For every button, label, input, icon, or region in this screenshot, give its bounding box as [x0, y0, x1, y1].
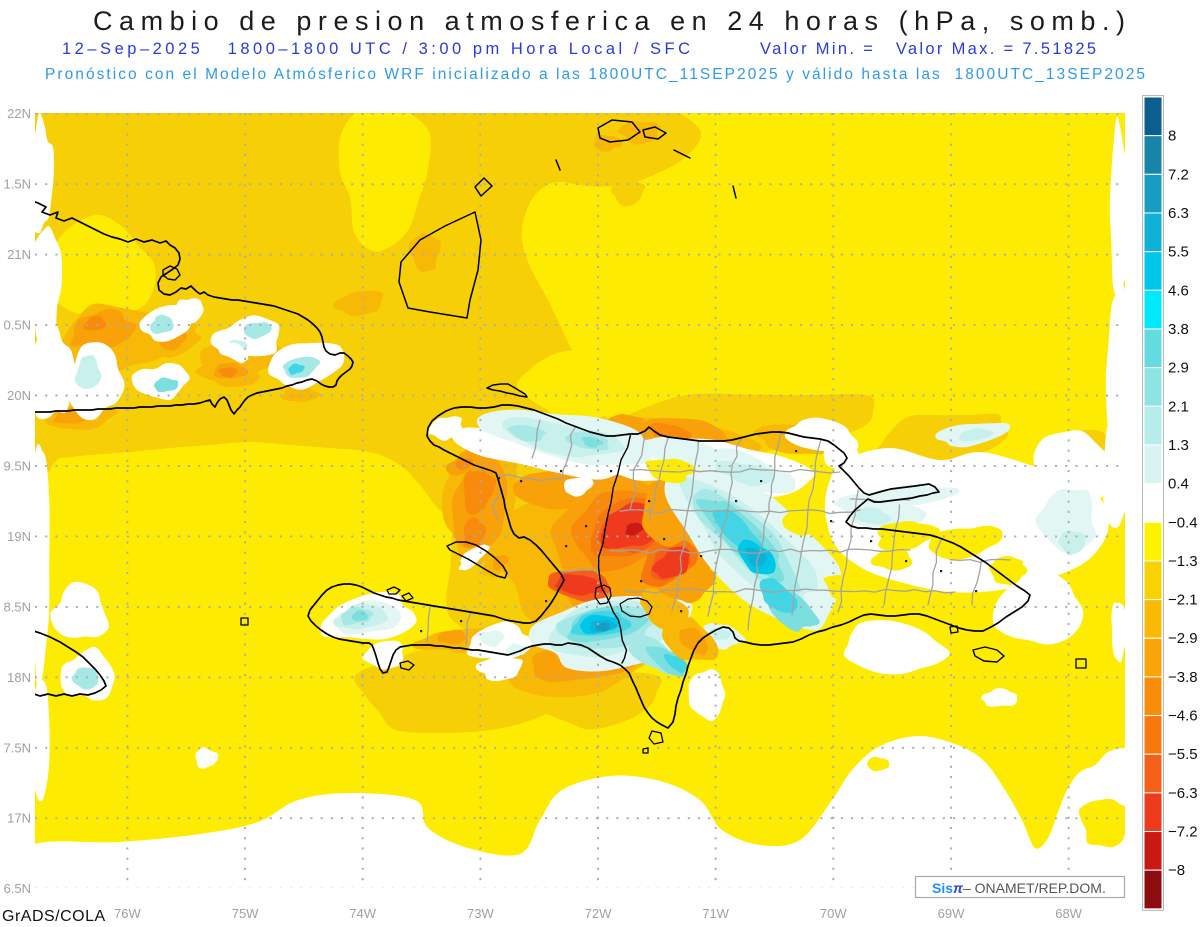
svg-text:70W: 70W [820, 906, 847, 921]
svg-text:Valor Min. = Valor Max. = 7.: Valor Min. = Valor Max. = 7.51825 [760, 40, 1096, 58]
svg-text:3.8: 3.8 [1168, 321, 1189, 338]
svg-text:2.1: 2.1 [1168, 398, 1189, 415]
svg-text:76W: 76W [114, 906, 141, 921]
svg-text:4.6: 4.6 [1168, 282, 1189, 299]
svg-text:18N: 18N [7, 670, 31, 685]
svg-text:69W: 69W [938, 906, 965, 921]
svg-text:−5.5: −5.5 [1168, 746, 1198, 763]
svg-text:68W: 68W [1055, 906, 1082, 921]
svg-text:19N: 19N [7, 529, 31, 544]
svg-text:−3.8: −3.8 [1168, 669, 1198, 686]
svg-text:8: 8 [1168, 128, 1176, 145]
svg-text:−2.9: −2.9 [1168, 630, 1198, 647]
svg-text:GrADS/COLA: GrADS/COLA [2, 908, 106, 925]
svg-text:21N: 21N [7, 247, 31, 262]
svg-text:17N: 17N [7, 811, 31, 826]
svg-text:7.2: 7.2 [1168, 166, 1189, 183]
svg-text:0.4: 0.4 [1168, 476, 1189, 493]
svg-text:Pronóstico con el Modelo Atmós: Pronóstico con el Modelo Atmósferico WRF… [45, 66, 1145, 83]
svg-text:Sisπ– ONAMET/REP.DOM.: Sisπ– ONAMET/REP.DOM. [932, 880, 1106, 896]
svg-text:2.9: 2.9 [1168, 360, 1189, 377]
svg-text:−4.6: −4.6 [1168, 708, 1198, 725]
svg-text:75W: 75W [232, 906, 259, 921]
svg-text:71W: 71W [702, 906, 729, 921]
svg-text:74W: 74W [349, 906, 376, 921]
svg-text:−1.3: −1.3 [1168, 553, 1198, 570]
svg-text:9.5N: 9.5N [4, 458, 31, 473]
svg-text:−6.3: −6.3 [1168, 785, 1198, 802]
svg-text:5.5: 5.5 [1168, 244, 1189, 261]
svg-text:1.5N: 1.5N [4, 177, 31, 192]
svg-text:20N: 20N [7, 388, 31, 403]
svg-text:−2.1: −2.1 [1168, 592, 1198, 609]
svg-text:1.3: 1.3 [1168, 437, 1189, 454]
svg-text:8.5N: 8.5N [4, 599, 31, 614]
svg-text:−7.2: −7.2 [1168, 824, 1198, 841]
svg-text:6.5N: 6.5N [4, 881, 31, 896]
svg-text:6.3: 6.3 [1168, 205, 1189, 222]
svg-text:73W: 73W [467, 906, 494, 921]
svg-text:72W: 72W [585, 906, 612, 921]
svg-text:22N: 22N [7, 106, 31, 121]
svg-text:0.5N: 0.5N [4, 318, 31, 333]
svg-text:−8: −8 [1168, 862, 1185, 879]
svg-text:−0.4: −0.4 [1168, 514, 1198, 531]
svg-text:7.5N: 7.5N [4, 740, 31, 755]
